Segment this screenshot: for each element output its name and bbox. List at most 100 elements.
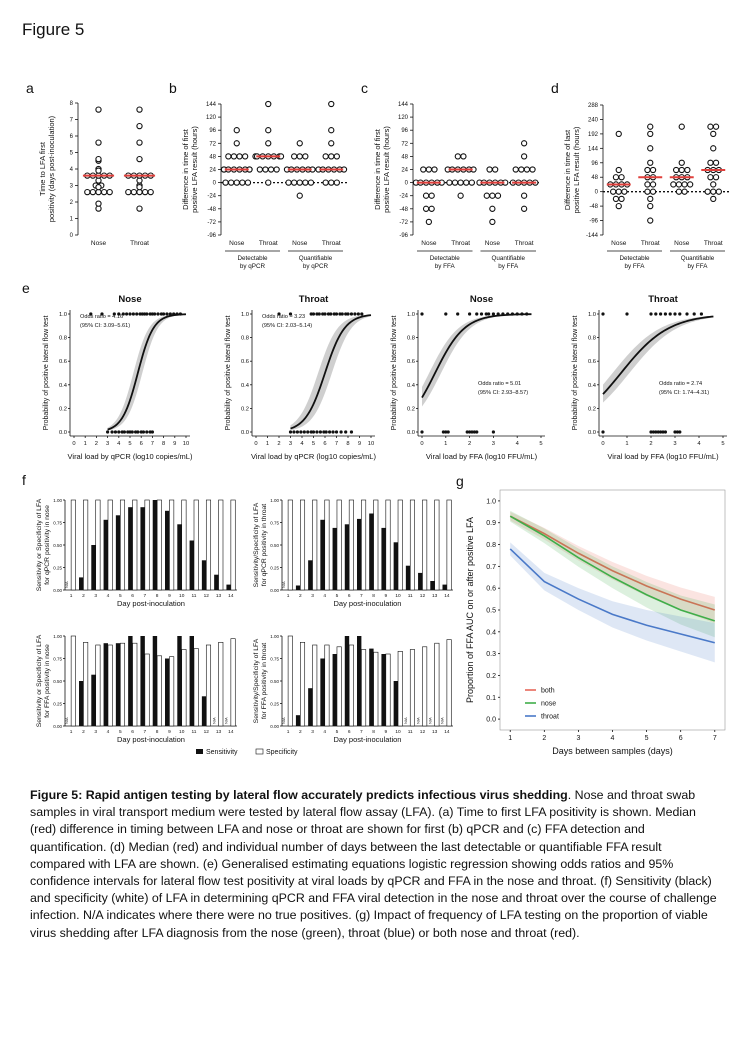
y-label-line: Difference in time of last — [563, 129, 572, 210]
data-point-d — [675, 188, 683, 195]
y-tick-label-c: -24 — [399, 194, 408, 200]
specificity-bar-f3 — [193, 648, 199, 727]
x-tick-label-f4: 10 — [395, 729, 401, 735]
specificity-bar-f3 — [83, 641, 89, 727]
group-label-b: by qPCR — [303, 263, 329, 270]
data-point-a — [136, 155, 143, 163]
specificity-bar-f1 — [156, 499, 162, 591]
y-tick-label-f1: 0.50 — [53, 543, 62, 548]
data-point-d — [678, 159, 685, 166]
x-tick-label-f3: 1 — [70, 729, 73, 735]
x-tick-label-e3: 4 — [516, 441, 520, 447]
y-tick-label-f4: 1.00 — [270, 634, 279, 639]
obs-one-e1 — [140, 312, 144, 316]
data-point-d — [644, 188, 651, 195]
group-label-d: Detectable — [619, 255, 650, 262]
data-point-d — [649, 166, 657, 174]
data-point-c — [457, 192, 464, 199]
na-label-f3: N/A — [64, 717, 69, 724]
obs-one-e2 — [346, 312, 350, 316]
x-tick-label-f4: 9 — [384, 729, 387, 735]
obs-zero-e1 — [134, 430, 138, 434]
data-point-d — [710, 188, 717, 195]
obs-one-e1 — [125, 312, 129, 316]
specificity-bar-f2 — [385, 499, 391, 591]
obs-one-e1 — [168, 312, 172, 316]
sensitivity-bar-f2 — [405, 565, 411, 590]
y-tick-label-d: 144 — [588, 146, 599, 152]
data-point-c — [489, 218, 496, 226]
x-tick-label-f3: 6 — [131, 729, 134, 735]
series-line-throat — [509, 548, 715, 644]
x-tick-label-f1: 1 — [70, 593, 73, 599]
sensitivity-bar-f1 — [103, 519, 108, 590]
panel-label-f: f — [22, 472, 26, 488]
y-tick-label-c: 120 — [398, 115, 409, 121]
x-tick-label-e3: 2 — [468, 441, 471, 447]
y-tick-label-e2: 0.0 — [241, 430, 249, 436]
legend-label-throat: throat — [541, 714, 559, 721]
x-tick-label-f2: 7 — [360, 593, 363, 599]
specificity-bar-f2 — [348, 499, 354, 591]
obs-one-e1 — [121, 312, 125, 316]
x-tick-label-e1: 1 — [84, 441, 87, 447]
na-label-f4: N/A — [403, 717, 408, 724]
x-tick-label-f2: 3 — [311, 593, 314, 599]
x-tick-label-e2: 4 — [300, 441, 304, 447]
na-label-f4: N/A — [427, 717, 432, 724]
y-tick-label-f4: 0.75 — [270, 657, 279, 662]
obs-one-e4 — [654, 312, 658, 316]
obs-one-e3 — [515, 312, 519, 316]
data-point-c — [451, 179, 459, 186]
sensitivity-bar-f4 — [295, 715, 301, 726]
y-tick-label-e3: 1.0 — [407, 312, 415, 318]
na-label-f4: N/A — [440, 717, 445, 724]
specificity-bar-f2 — [324, 499, 330, 591]
obs-one-e4 — [668, 312, 672, 316]
y-tick-label-g: 1.0 — [486, 498, 496, 505]
caption-text: . Nose and throat swab samples in viral … — [30, 788, 717, 940]
specificity-bar-f2 — [312, 499, 318, 591]
data-point-c — [420, 166, 427, 173]
data-point-c — [494, 192, 502, 199]
data-point-b — [328, 153, 335, 160]
y-axis-label-f1: for qPCR positivity in nose — [44, 505, 51, 585]
specificity-bar-f4 — [300, 641, 306, 727]
sensitivity-bar-f4 — [320, 658, 325, 726]
data-point-d — [678, 123, 685, 130]
data-point-a — [95, 139, 102, 146]
specificity-bar-f3 — [119, 642, 126, 727]
y-axis-label-e2: Probability of positive lateral flow tes… — [225, 316, 232, 431]
odds-ci-e1: (95% CI: 3.09–5.61) — [80, 323, 130, 329]
obs-zero-e2 — [339, 430, 343, 434]
x-tick-label-f2: 1 — [287, 593, 290, 599]
y-tick-label-a: 4 — [70, 167, 74, 173]
specificity-bar-f3 — [95, 644, 101, 727]
y-tick-label-f1: 0.75 — [53, 521, 62, 526]
y-tick-label-a: 2 — [70, 200, 74, 206]
y-axis-label-g: Proportion of FFA AUC on or after positi… — [465, 517, 475, 703]
y-tick-label-e1: 0.4 — [59, 383, 68, 389]
data-point-c — [428, 192, 435, 199]
panel-title-e1: Nose — [118, 294, 141, 305]
odds-ratio-e3: Odds ratio = 5.01 — [478, 381, 521, 387]
y-tick-label-c: -72 — [399, 220, 408, 226]
x-tick-label-f1: 5 — [119, 593, 122, 599]
x-tick-label-e1: 4 — [117, 441, 121, 447]
data-point-c — [428, 205, 435, 212]
obs-one-e2 — [360, 312, 364, 316]
x-tick-label-f3: 10 — [179, 729, 185, 735]
group-label-d: Quantifiable — [681, 255, 715, 262]
y-tick-label-e2: 1.0 — [241, 312, 249, 318]
x-tick-label-d: Nose — [611, 240, 627, 247]
obs-zero-e2 — [309, 430, 313, 434]
y-tick-label-f4: 0.50 — [270, 679, 279, 684]
x-tick-label-f3: 5 — [119, 729, 122, 735]
x-tick-label-b: Nose — [292, 240, 308, 247]
specificity-bar-f1 — [193, 499, 199, 591]
x-tick-label-e1: 3 — [106, 441, 109, 447]
legend-specificity-swatch — [255, 748, 264, 755]
specificity-bar-f4 — [287, 635, 293, 727]
data-point-d — [712, 123, 720, 130]
sensitivity-bar-f4 — [356, 636, 362, 726]
